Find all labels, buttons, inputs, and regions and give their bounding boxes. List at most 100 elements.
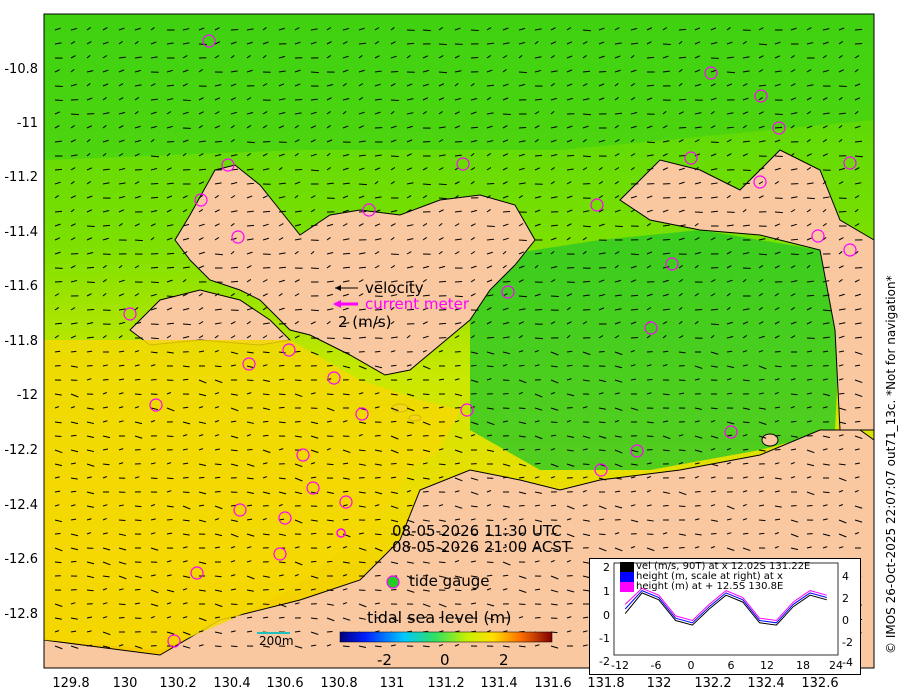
velocity-arrow bbox=[598, 435, 607, 439]
velocity-arrow bbox=[774, 211, 783, 214]
station-marker bbox=[282, 343, 296, 357]
velocity-arrow bbox=[342, 27, 350, 31]
velocity-arrow bbox=[678, 449, 686, 452]
velocity-arrow bbox=[534, 196, 542, 199]
velocity-arrow bbox=[502, 574, 509, 577]
velocity-arrow bbox=[630, 364, 636, 367]
velocity-arrow bbox=[278, 477, 286, 480]
velocity-arrow bbox=[422, 183, 431, 186]
velocity-arrow bbox=[278, 307, 285, 311]
velocity-arrow bbox=[406, 308, 415, 311]
velocity-arrow bbox=[646, 27, 653, 31]
velocity-arrow bbox=[502, 195, 509, 199]
velocity-arrow bbox=[550, 83, 555, 87]
velocity-arrow bbox=[422, 265, 430, 269]
velocity-arrow bbox=[182, 378, 189, 381]
velocity-arrow bbox=[198, 43, 207, 46]
velocity-arrow bbox=[854, 448, 860, 451]
velocity-arrow bbox=[214, 84, 222, 87]
velocity-arrow bbox=[838, 392, 845, 395]
velocity-arrow bbox=[246, 168, 254, 171]
velocity-arrow bbox=[230, 435, 239, 439]
velocity-arrow bbox=[534, 252, 542, 255]
velocity-arrow bbox=[86, 616, 93, 619]
velocity-arrow bbox=[630, 27, 638, 31]
velocity-arrow bbox=[454, 560, 460, 563]
velocity-arrow bbox=[854, 125, 861, 129]
station-marker bbox=[149, 398, 163, 412]
velocity-arrow bbox=[454, 477, 463, 482]
velocity-arrow bbox=[822, 463, 830, 466]
velocity-arrow bbox=[390, 449, 399, 454]
velocity-arrow bbox=[582, 225, 591, 228]
velocity-arrow bbox=[326, 252, 334, 255]
velocity-arrow bbox=[806, 406, 812, 409]
velocity-arrow bbox=[518, 71, 527, 74]
velocity-arrow bbox=[214, 631, 223, 634]
velocity-arrow bbox=[198, 589, 206, 592]
velocity-arrow bbox=[630, 83, 636, 87]
velocity-arrow bbox=[454, 393, 463, 397]
velocity-arrow bbox=[374, 98, 382, 101]
velocity-arrow bbox=[358, 154, 366, 157]
velocity-arrow bbox=[278, 393, 286, 396]
velocity-arrow bbox=[54, 42, 62, 45]
velocity-arrow bbox=[758, 167, 765, 171]
x-tick: 131.4 bbox=[480, 676, 518, 691]
inset-x-tick: -6 bbox=[650, 659, 662, 672]
velocity-arrow bbox=[758, 97, 763, 101]
velocity-arrow bbox=[550, 645, 559, 649]
velocity-arrow bbox=[710, 168, 718, 171]
velocity-arrow bbox=[534, 167, 541, 171]
velocity-arrow bbox=[54, 195, 59, 199]
velocity-arrow bbox=[662, 393, 670, 396]
velocity-arrow bbox=[694, 435, 703, 439]
velocity-arrow bbox=[454, 378, 460, 381]
velocity-arrow bbox=[102, 335, 107, 339]
velocity-arrow bbox=[198, 476, 205, 479]
velocity-arrow bbox=[166, 602, 172, 605]
velocity-arrow bbox=[230, 574, 236, 577]
velocity-arrow bbox=[806, 294, 815, 297]
velocity-arrow bbox=[54, 463, 63, 467]
velocity-arrow bbox=[102, 435, 111, 439]
velocity-arrow bbox=[454, 644, 460, 647]
velocity-arrow bbox=[390, 55, 397, 59]
velocity-arrow bbox=[550, 70, 558, 73]
velocity-arrow bbox=[486, 140, 494, 143]
velocity-arrow bbox=[310, 435, 319, 439]
velocity-arrow bbox=[246, 293, 252, 297]
velocity-arrow bbox=[566, 559, 571, 563]
velocity-arrow bbox=[214, 27, 220, 31]
velocity-arrow bbox=[86, 435, 95, 438]
velocity-arrow bbox=[710, 279, 716, 283]
velocity-arrow bbox=[118, 504, 124, 507]
velocity-arrow bbox=[102, 364, 108, 367]
velocity-arrow bbox=[486, 561, 494, 564]
velocity-arrow bbox=[550, 167, 555, 171]
velocity-arrow bbox=[582, 489, 587, 493]
velocity-arrow bbox=[438, 237, 444, 241]
velocity-arrow bbox=[486, 84, 494, 87]
velocity-arrow bbox=[422, 167, 428, 171]
velocity-arrow bbox=[646, 392, 652, 395]
velocity-arrow bbox=[198, 125, 203, 129]
velocity-arrow bbox=[246, 238, 254, 241]
velocity-arrow bbox=[230, 97, 236, 101]
velocity-arrow bbox=[726, 279, 733, 283]
velocity-arrow bbox=[550, 111, 555, 115]
velocity-arrow bbox=[854, 364, 861, 367]
velocity-arrow bbox=[214, 575, 222, 578]
velocity-arrow bbox=[550, 237, 557, 241]
velocity-arrow bbox=[326, 153, 331, 157]
velocity-arrow bbox=[438, 533, 446, 536]
velocity-arrow bbox=[774, 321, 780, 325]
velocity-arrow bbox=[358, 505, 366, 508]
velocity-arrow bbox=[518, 295, 527, 298]
velocity-arrow bbox=[774, 167, 781, 171]
velocity-arrow bbox=[710, 153, 717, 157]
velocity-arrow bbox=[182, 602, 188, 605]
velocity-arrow bbox=[150, 266, 159, 269]
velocity-arrow bbox=[166, 195, 173, 199]
velocity-arrow bbox=[390, 420, 397, 423]
